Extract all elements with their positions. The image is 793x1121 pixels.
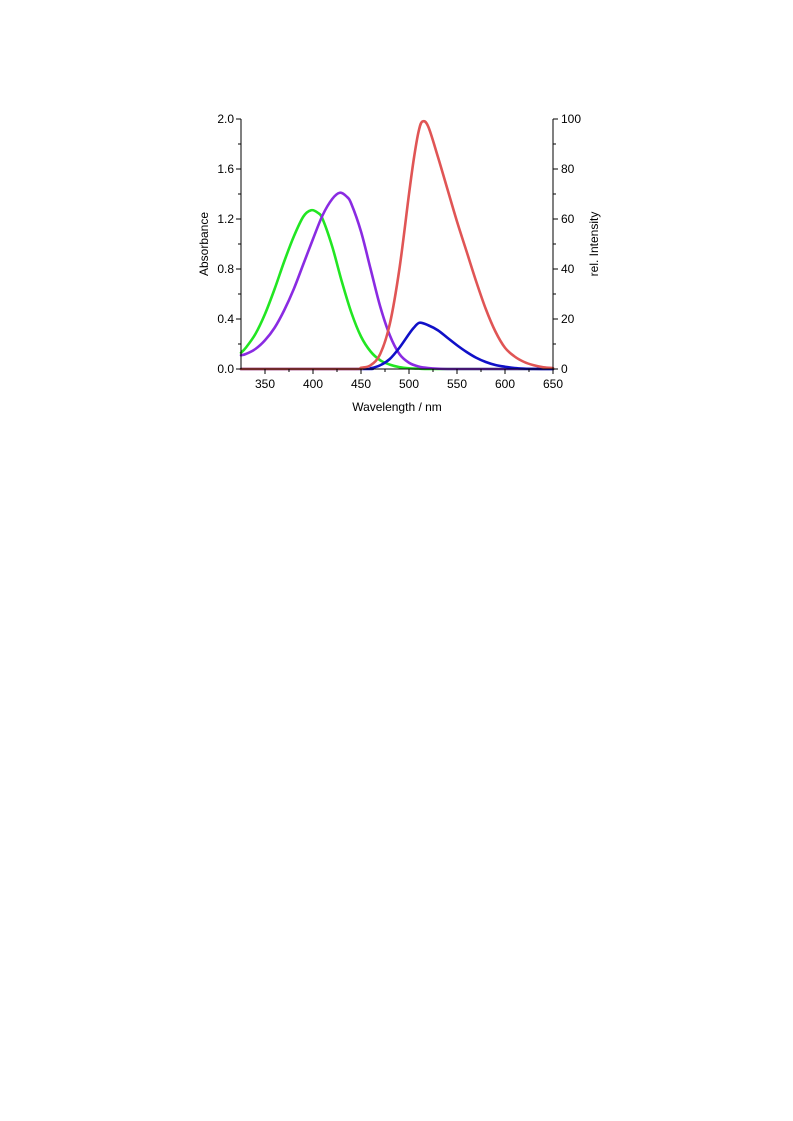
y-left-tick-label: 0.8	[217, 262, 234, 276]
series-red-line	[239, 119, 555, 371]
y-left-tick-label: 0.4	[217, 312, 234, 326]
x-tick-label: 500	[399, 377, 419, 391]
y-right-tick-label: 80	[561, 162, 575, 176]
axes: 350 400 450 500 550 600 650 0.0 0.4 0.8 1.2 1.6 2.0 0…	[217, 112, 581, 391]
x-axis-title: Wavelength / nm	[352, 400, 442, 414]
y-right-tick-label: 40	[561, 262, 575, 276]
y-left-tick-label: 2.0	[217, 112, 234, 126]
x-tick-label: 350	[255, 377, 275, 391]
y-left-tick-label: 1.6	[217, 162, 234, 176]
y-left-tick-label: 1.2	[217, 212, 234, 226]
y-right-tick-label: 0	[561, 362, 568, 376]
y-axis-right-title: rel. Intensity	[587, 212, 601, 277]
series-blue-line	[239, 321, 555, 371]
x-tick-label: 600	[495, 377, 515, 391]
series-violet-line	[239, 191, 555, 371]
y-axis-left-title: Absorbance	[197, 212, 211, 276]
y-right-tick-label: 60	[561, 212, 575, 226]
x-tick-label: 550	[447, 377, 467, 391]
y-right-tick-label: 20	[561, 312, 575, 326]
plot-area	[239, 119, 555, 371]
y-right-tick-label: 100	[561, 112, 581, 126]
y-left-tick-label: 0.0	[217, 362, 234, 376]
x-tick-label: 650	[543, 377, 563, 391]
x-tick-label: 400	[303, 377, 323, 391]
x-tick-label: 450	[351, 377, 371, 391]
